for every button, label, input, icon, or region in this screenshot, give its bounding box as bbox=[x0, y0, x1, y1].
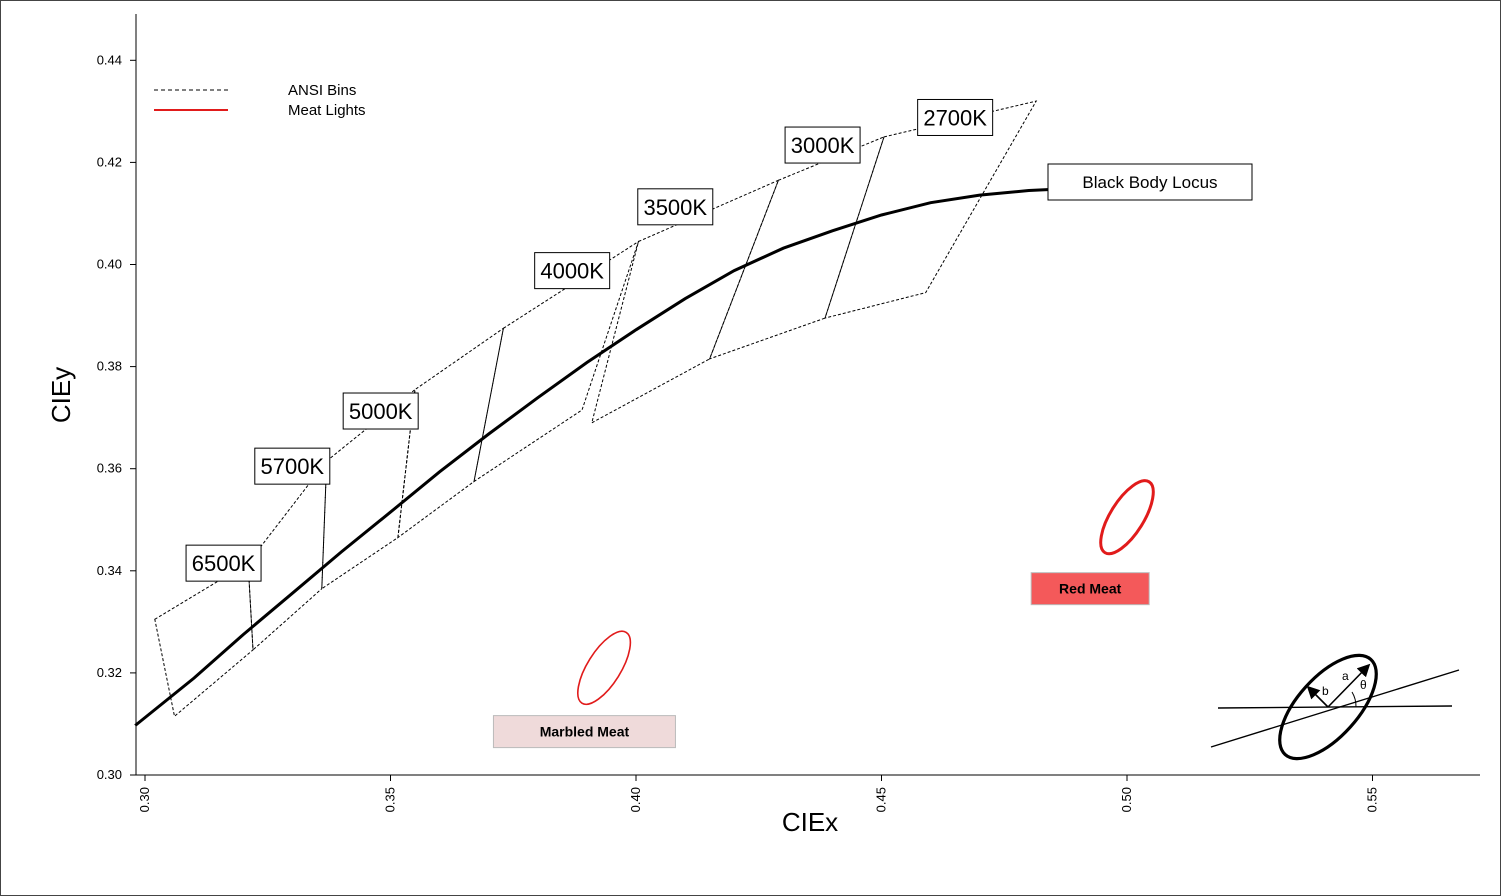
x-tick-label: 0.40 bbox=[628, 787, 643, 812]
inset-b-label: b bbox=[1322, 684, 1329, 698]
cct-label: 4000K bbox=[540, 259, 604, 284]
y-tick-label: 0.42 bbox=[97, 154, 122, 169]
inset-a-label: a bbox=[1342, 669, 1349, 683]
legend: ANSI Bins Meat Lights bbox=[154, 82, 366, 119]
y-tick-label: 0.32 bbox=[97, 665, 122, 680]
black-body-locus-line bbox=[134, 187, 1064, 727]
inset-theta-label: θ bbox=[1360, 678, 1367, 692]
x-tick-label: 0.35 bbox=[383, 787, 398, 812]
y-tick-label: 0.36 bbox=[97, 461, 122, 476]
cct-label-box bbox=[637, 188, 714, 226]
cct-label-box bbox=[185, 544, 262, 582]
cct-label: 6500K bbox=[192, 551, 256, 576]
cct-label: 3500K bbox=[643, 195, 707, 220]
meat-light-ellipse bbox=[577, 630, 632, 706]
ansi-bin-quadrangle bbox=[708, 136, 885, 360]
black-body-locus-label: Black Body Locus bbox=[1082, 173, 1217, 192]
inset-tilted-line bbox=[1210, 669, 1460, 748]
x-axis-title: CIEx bbox=[782, 807, 838, 837]
inset-a-arrow bbox=[1327, 663, 1371, 708]
inset-horizontal-line bbox=[1217, 705, 1453, 709]
y-ticks: 0.30 0.32 0.34 0.36 0.38 0.40 0.42 0.44 bbox=[97, 52, 136, 782]
meat-lights: Marbled Meat Red Meat bbox=[492, 479, 1155, 749]
inset-ellipse bbox=[1278, 653, 1378, 761]
cct-label: 2700K bbox=[923, 105, 987, 130]
ansi-bin-quadrangle bbox=[824, 100, 1038, 319]
inset-b-arrow bbox=[1306, 685, 1329, 708]
y-tick-label: 0.40 bbox=[97, 257, 122, 272]
ansi-bin-quadrangle bbox=[154, 562, 254, 718]
legend-label: ANSI Bins bbox=[288, 82, 356, 99]
y-tick-label: 0.44 bbox=[97, 52, 122, 67]
meat-label: Red Meat bbox=[1059, 581, 1122, 597]
axes bbox=[135, 14, 1480, 776]
y-axis-title: CIEy bbox=[46, 367, 76, 423]
x-tick-label: 0.50 bbox=[1119, 787, 1134, 812]
meat-label-box bbox=[1030, 572, 1150, 606]
meat-light-ellipse bbox=[1099, 479, 1155, 556]
meat-label-box bbox=[492, 715, 676, 749]
ansi-bins bbox=[154, 100, 1038, 718]
cct-labels: 6500K 5700K 5000K 4000K 3500K 3000K 2700K bbox=[185, 98, 994, 582]
legend-label: Meat Lights bbox=[288, 102, 366, 119]
ellipse-parameter-inset: ab θ bbox=[1210, 653, 1460, 761]
x-ticks: 0.30 0.35 0.40 0.45 0.50 0.55 bbox=[137, 775, 1380, 812]
cct-label-box bbox=[254, 447, 331, 485]
cct-label-box bbox=[534, 252, 611, 290]
ansi-bin-quadrangle bbox=[591, 179, 780, 424]
cct-label-box bbox=[784, 126, 861, 164]
ansi-bin-quadrangle bbox=[397, 327, 505, 539]
meat-label: Marbled Meat bbox=[540, 724, 630, 740]
cct-label: 3000K bbox=[791, 133, 855, 158]
y-tick-label: 0.38 bbox=[97, 359, 122, 374]
x-tick-label: 0.45 bbox=[874, 787, 889, 812]
cct-label: 5700K bbox=[260, 454, 324, 479]
y-tick-label: 0.34 bbox=[97, 563, 122, 578]
cct-label-box bbox=[342, 392, 419, 430]
cct-label: 5000K bbox=[349, 399, 413, 424]
inset-theta-arc bbox=[1351, 691, 1357, 708]
black-body-locus-label-box bbox=[1047, 163, 1253, 201]
black-body-locus-group: Black Body Locus bbox=[134, 163, 1253, 727]
cct-label-box bbox=[917, 98, 994, 136]
x-tick-label: 0.55 bbox=[1365, 787, 1380, 812]
y-tick-label: 0.30 bbox=[97, 767, 122, 782]
ansi-bin-quadrangle bbox=[247, 459, 328, 651]
x-tick-label: 0.30 bbox=[137, 787, 152, 812]
